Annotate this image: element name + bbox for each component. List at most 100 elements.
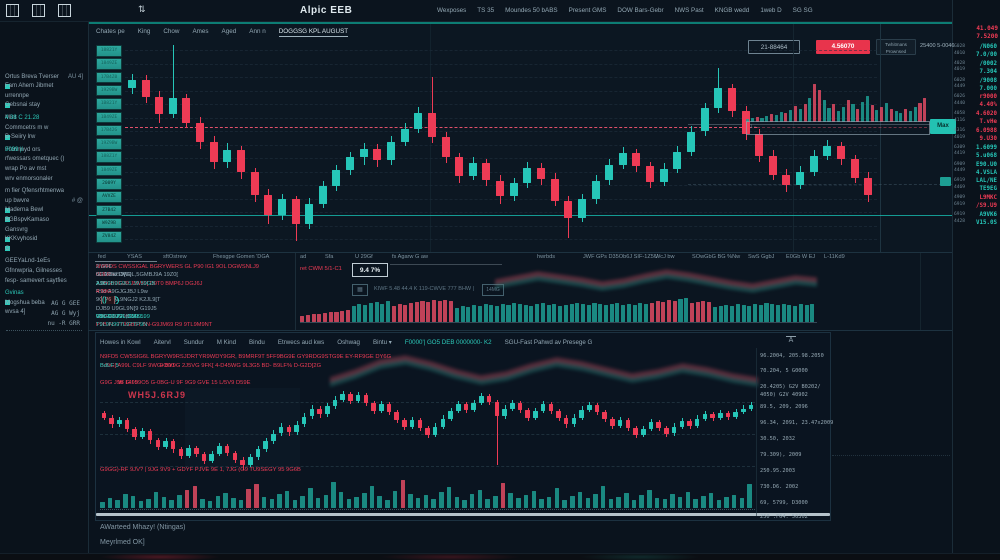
- ladder-row[interactable]: 6919 4428 A9VK6 V15.0S: [953, 211, 998, 227]
- dom-cell[interactable]: 2009Y: [96, 178, 122, 190]
- trade-log-row[interactable]: DJB9 U9GL9N[9 G19J5: [96, 305, 157, 312]
- checkbox-icon[interactable]: [5, 236, 10, 242]
- ladder-row[interactable]: G028 4010/N060 7.0/00: [953, 43, 998, 59]
- ladder-row[interactable]: 4058 4116 4.6020 T.vHe: [953, 110, 998, 126]
- ladder-row[interactable]: 6919 4469 LAL/NE TE9EG: [953, 177, 998, 193]
- sidebar-item[interactable]: wrv enmorsonaler: [5, 175, 53, 182]
- sidebar-item[interactable]: Mogshua beba: [5, 299, 45, 306]
- dom-cell[interactable]: 1B49ZE: [96, 111, 122, 123]
- annotation-tool-icon[interactable]: A: [786, 336, 796, 346]
- menu-item[interactable]: Wexposes: [437, 7, 467, 14]
- sidebar-item[interactable]: KKKvyhosid: [5, 236, 38, 243]
- chart-toolbar-item[interactable]: Chow: [163, 28, 180, 35]
- checkbox-icon[interactable]: [5, 300, 10, 306]
- ladder-row[interactable]: 6309 4419 1.6099 5.u068: [953, 144, 998, 160]
- trade-log-row[interactable]: NWFDS CWSSIGAL BGRYWERS GL P90 IG1 9OL D…: [96, 264, 259, 270]
- menu-item[interactable]: SG SG: [792, 7, 813, 14]
- ladder-row[interactable]: 4909 6919 L9MKC/S9.U9: [953, 194, 998, 210]
- trade-log-row[interactable]: G9A DwS9[G] 016 P -5G'2008 DW9L,5GMBJ9A 1…: [96, 272, 179, 279]
- dom-cell[interactable]: Z7B42: [96, 204, 122, 217]
- bottom-tab[interactable]: Etrwecs aud kws: [277, 339, 325, 346]
- dom-cell[interactable]: 1849ZE: [96, 58, 122, 70]
- sidebar-item[interactable]: Maderna Bewl: [5, 207, 44, 214]
- price-display-button[interactable]: 21-88464: [748, 40, 800, 54]
- sidebar-item[interactable]: urrennpe: [5, 92, 30, 99]
- chart-toolbar-item[interactable]: Ames: [192, 28, 209, 35]
- bottom-tab[interactable]: M Kind: [216, 339, 237, 346]
- sidebar-item[interactable]: Fam Ahem Jibmet: [5, 83, 54, 90]
- sidebar-item[interactable]: GEEYaLnd-1eEs: [5, 258, 51, 265]
- ladder-row[interactable]: 6026 4440 r9000 4.40%: [953, 93, 998, 109]
- chart-toolbar-item[interactable]: Aged: [221, 28, 237, 35]
- dom-cell[interactable]: 1849ZE: [96, 164, 122, 177]
- checkbox-icon[interactable]: [5, 102, 10, 108]
- sidebar-item[interactable]: m fier Qfensrhtmenwa: [5, 188, 65, 195]
- ladder-row[interactable]: 4028 4019/0002 7.304: [953, 60, 998, 76]
- checkbox-icon[interactable]: [5, 207, 10, 213]
- chart-toolbar-item[interactable]: King: [137, 28, 151, 35]
- sidebar-item[interactable]: Ortus Breva Tverser AU 4]: [5, 73, 83, 80]
- sidebar-item[interactable]: Gebsnai stay: [5, 102, 41, 109]
- dom-cell[interactable]: ZV84Z: [96, 231, 122, 243]
- columns-icon[interactable]: [32, 4, 45, 17]
- order-type-button[interactable]: Twhitmans Prownsed: [876, 39, 916, 55]
- ladder-row[interactable]: 4316 4019 6.0988 9.U30: [953, 127, 998, 143]
- sidebar-item[interactable]: G: [5, 245, 10, 252]
- checkbox-icon[interactable]: [5, 217, 10, 223]
- chart-toolbar-item[interactable]: Chates pe: [96, 28, 125, 35]
- trade-log-row[interactable]: 9GB-BAL9NGJ2 K2JL9[TOM4P6(): [96, 296, 161, 305]
- ladder-row[interactable]: 6028 4449/9008 7.000: [953, 77, 998, 93]
- bottom-tab[interactable]: Bintu ▾: [372, 339, 392, 346]
- dom-cell[interactable]: 1B821Y: [96, 98, 122, 110]
- order-box[interactable]: 1 -: [746, 121, 930, 135]
- bottom-tab[interactable]: Howes in Kowl: [100, 339, 141, 346]
- ladder-row[interactable]: 6909 4449 E90.U0 4.VSLA: [953, 161, 998, 177]
- dom-cell[interactable]: 1929BW: [96, 84, 122, 97]
- chart-toolbar-active[interactable]: DOGGSG KPL AUGUST: [278, 28, 349, 37]
- sidebar-item[interactable]: up bwvre # @: [5, 197, 83, 204]
- meta-badge[interactable]: 14MG: [482, 284, 504, 296]
- trade-log-row[interactable]: G99 G9JV9B 5P..... V9L D99GL, 5999 99 G99 …: [96, 313, 150, 320]
- checkbox-icon[interactable]: [5, 134, 10, 140]
- percent-input[interactable]: 9.4 7%: [352, 263, 388, 277]
- trade-log-row[interactable]: P9B FL-779GB9T 9N-G9JM69 R9 9TL9M9NT T9L9…: [96, 322, 213, 329]
- layout-grid-icon[interactable]: [6, 4, 19, 17]
- chart-toolbar-item[interactable]: Ann n: [249, 28, 266, 35]
- sidebar-item[interactable]: fesp- samevert saytfies: [5, 277, 67, 284]
- checkbox-icon[interactable]: [5, 246, 10, 252]
- refresh-icon[interactable]: ▦: [352, 284, 368, 296]
- sidebar-item[interactable]: wrap Po av mst: [5, 165, 47, 172]
- bottom-tab[interactable]: Aitervl: [153, 339, 171, 346]
- sidebar-item[interactable]: Frennnyd ors 9099 |i: [5, 146, 41, 153]
- sidebar-item[interactable]: rfwessars ometquec (): [5, 156, 65, 163]
- dom-cell[interactable]: 19Z9BW: [96, 138, 122, 150]
- menu-item[interactable]: Present GMS: [568, 7, 607, 14]
- paren-icon[interactable]: (): [102, 296, 107, 304]
- dom-cell[interactable]: 188Z1Y: [96, 151, 122, 163]
- dom-cell[interactable]: W9Z9B: [96, 217, 122, 230]
- menu-item[interactable]: DOW Bars-Gebr: [617, 7, 664, 14]
- sidebar-item[interactable]: Commcetrs m w: [5, 124, 49, 131]
- sidebar-item[interactable]: Mint 4.38 C 21.28: [5, 114, 40, 121]
- menu-item[interactable]: Moundes 50 bABS: [505, 7, 558, 14]
- dom-cell[interactable]: 17B4Z0: [96, 71, 122, 84]
- sidebar-item[interactable]: Gfnnwpria, Gilnesses: [5, 267, 63, 274]
- sidebar-item[interactable]: B-Seiiry lrw: [5, 134, 36, 141]
- dom-cell[interactable]: AVVZE: [96, 191, 122, 203]
- trade-log-row[interactable]: R9d A9GJGJBJ L9w 4 09G: [96, 288, 148, 295]
- dom-cell[interactable]: 17B42G: [96, 124, 122, 137]
- menu-item[interactable]: TS 35: [477, 7, 495, 14]
- sidebar-item[interactable]: wvsa 4]: [5, 309, 26, 316]
- menu-item[interactable]: KNGB wedd: [714, 7, 750, 14]
- bottom-tab[interactable]: Sundur: [183, 339, 204, 346]
- modules-icon[interactable]: [58, 4, 71, 17]
- trade-log-row[interactable]: A9BG0DGJ9 JMW9[ D9T0 BMP6J DGJ6J 2.00 A9G9…: [96, 280, 203, 287]
- menu-item[interactable]: NWS Past: [674, 7, 704, 14]
- sidebar-item[interactable]: Gansvrg: [5, 226, 28, 233]
- menu-item[interactable]: 1web D: [760, 7, 782, 14]
- sidebar-item[interactable]: BGBspvKamaso: [5, 216, 50, 223]
- bottom-tab[interactable]: Bindu: [249, 339, 265, 346]
- bottom-tab[interactable]: Oshwag: [337, 339, 360, 346]
- mode-badge[interactable]: P6: [101, 296, 116, 305]
- sidebar-item[interactable]: Gvinas: [5, 290, 24, 297]
